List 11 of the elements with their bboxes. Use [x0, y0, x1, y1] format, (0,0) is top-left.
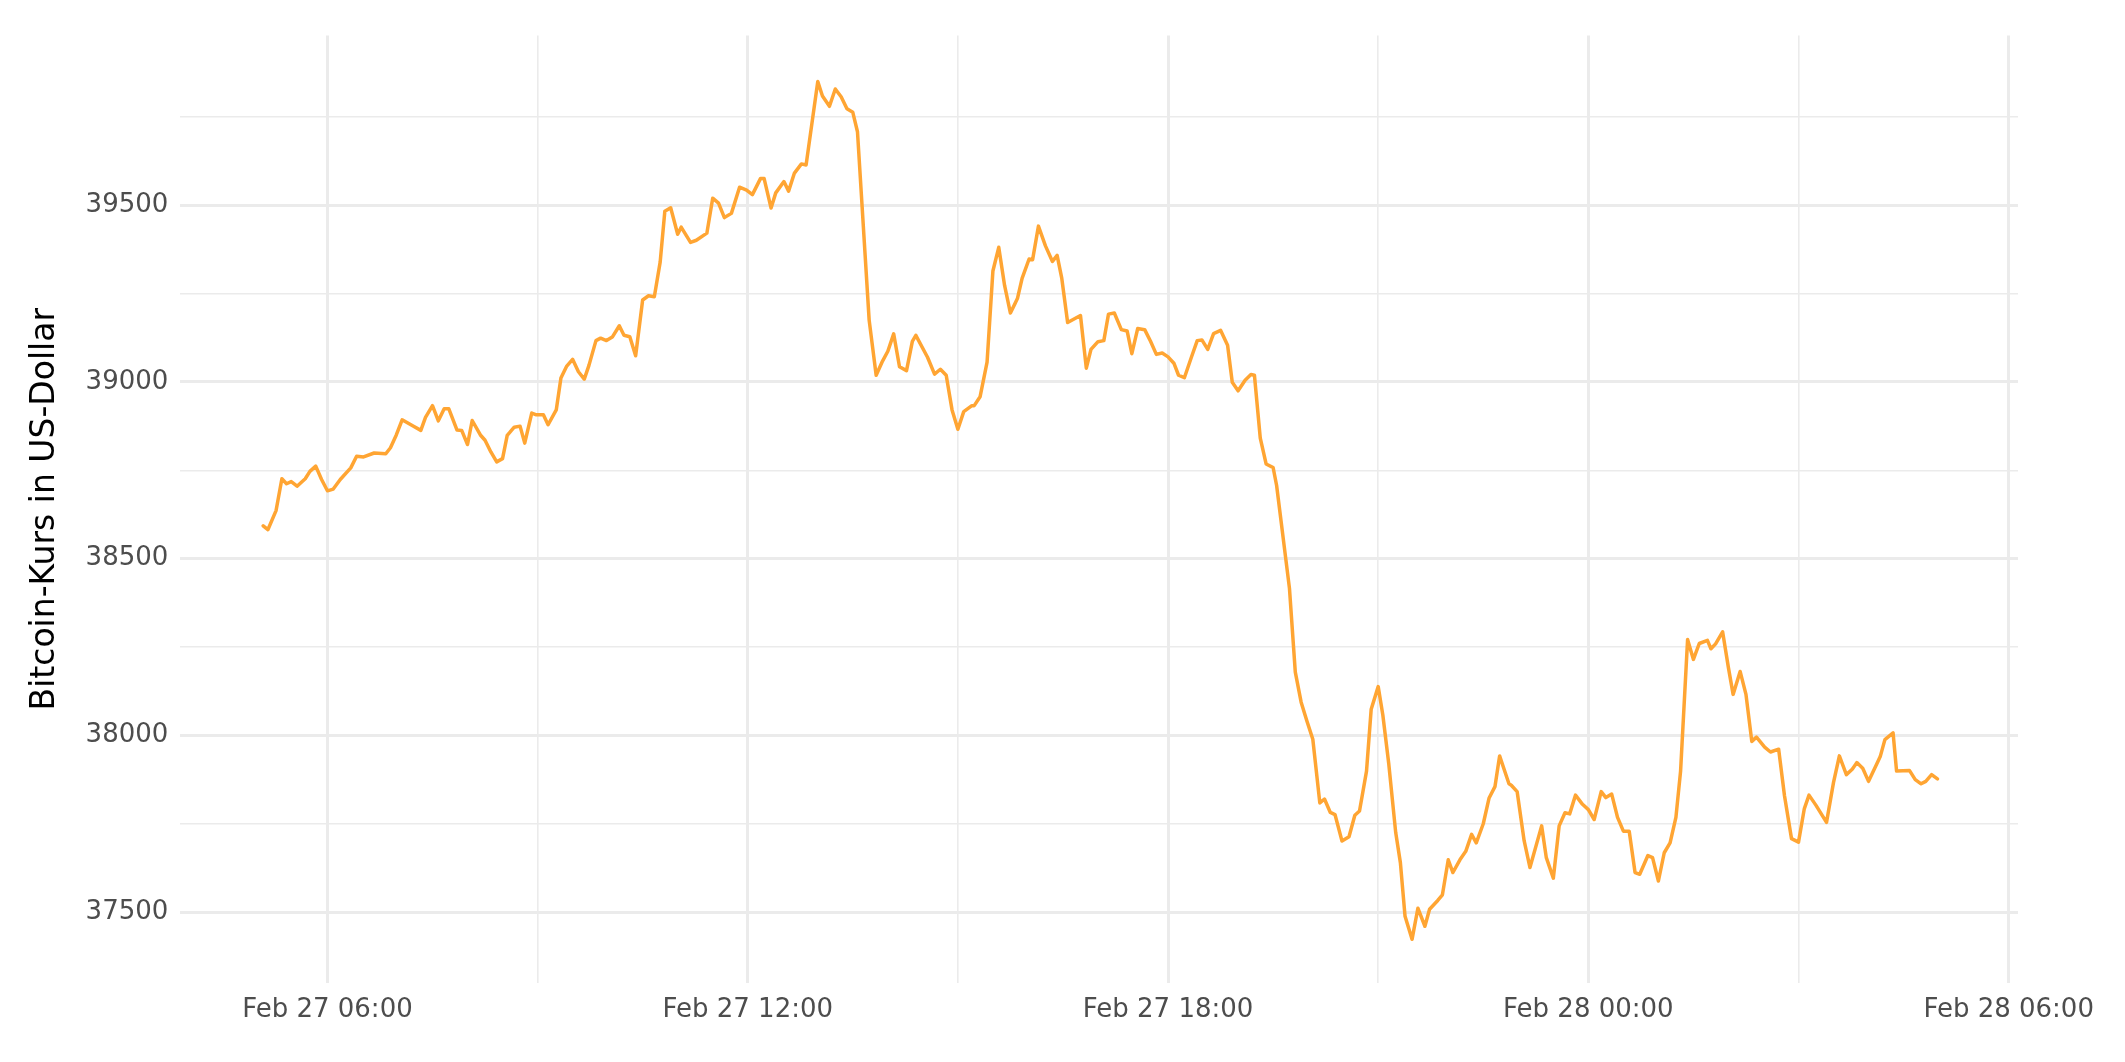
y-tick-label: 38500 — [85, 541, 169, 572]
x-tick-label: Feb 27 12:00 — [662, 993, 834, 1024]
y-tick-label: 37500 — [85, 894, 169, 925]
y-tick-label: 39500 — [85, 188, 169, 218]
x-tick-label: Feb 27 06:00 — [242, 993, 413, 1024]
y-axis-title: Bitcoin-Kurs in US-Dollar — [23, 307, 63, 711]
x-tick-label: Feb 28 00:00 — [1503, 993, 1674, 1024]
y-tick-label: 39000 — [85, 364, 169, 395]
y-tick-label: 38000 — [85, 718, 169, 749]
x-tick-label: Feb 28 06:00 — [1923, 993, 2094, 1024]
x-tick-label: Feb 27 18:00 — [1082, 993, 1254, 1024]
